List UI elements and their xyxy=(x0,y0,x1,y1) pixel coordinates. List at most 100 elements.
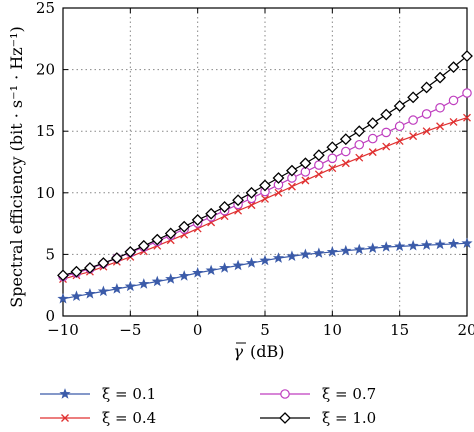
data-point xyxy=(367,133,378,144)
data-point xyxy=(299,157,312,170)
data-point xyxy=(138,278,150,289)
data-point xyxy=(395,137,404,146)
data-point xyxy=(341,159,350,168)
data-point xyxy=(205,207,218,220)
data-point xyxy=(394,240,406,252)
data-point xyxy=(178,270,190,281)
data-point xyxy=(381,127,391,138)
data-point xyxy=(314,170,323,179)
data-point xyxy=(407,91,420,104)
x-tick-label: 10 xyxy=(323,321,342,339)
data-point xyxy=(247,201,256,210)
data-point xyxy=(232,194,244,207)
data-point xyxy=(339,133,352,146)
data-point xyxy=(354,139,365,150)
data-point xyxy=(436,122,445,131)
data-point xyxy=(355,153,364,162)
data-point xyxy=(286,164,298,177)
data-point xyxy=(380,241,392,252)
data-point xyxy=(312,149,325,162)
data-point xyxy=(449,118,458,126)
data-point xyxy=(205,264,217,276)
data-point xyxy=(447,61,460,74)
data-point xyxy=(301,176,310,185)
y-tick-label: 5 xyxy=(45,245,55,263)
data-point xyxy=(421,109,432,119)
data-point xyxy=(97,285,109,297)
data-point xyxy=(124,246,137,258)
y-tick-label: 15 xyxy=(36,122,55,140)
data-point xyxy=(299,248,311,260)
data-point xyxy=(287,182,296,191)
legend-item: ξ = 1.0 xyxy=(260,409,376,427)
data-point xyxy=(272,252,285,263)
data-point xyxy=(394,121,405,132)
data-point xyxy=(70,290,83,302)
data-point xyxy=(151,233,164,246)
x-tick-label: 5 xyxy=(260,321,270,339)
data-point xyxy=(245,257,258,268)
data-point xyxy=(314,160,324,170)
legend-label: ξ = 0.4 xyxy=(102,409,156,427)
data-point xyxy=(286,250,298,261)
axis-labels: Spectral efficiency (bit · s⁻¹ · Hz⁻¹) γ… xyxy=(7,26,284,361)
legend-marker xyxy=(280,389,290,399)
data-point xyxy=(218,201,231,213)
data-point xyxy=(463,113,471,122)
y-axis-label: Spectral efficiency (bit · s⁻¹ · Hz⁻¹) xyxy=(7,26,26,307)
data-point xyxy=(435,102,445,113)
data-point xyxy=(111,283,123,294)
data-point xyxy=(326,246,338,257)
data-point xyxy=(353,243,365,255)
data-point xyxy=(408,115,418,125)
series-4 xyxy=(57,50,473,282)
data-point xyxy=(97,257,110,269)
data-point xyxy=(165,273,177,284)
data-point xyxy=(340,244,352,256)
data-point xyxy=(462,88,472,98)
y-tick-label: 25 xyxy=(36,0,55,17)
data-point xyxy=(422,127,431,136)
data-point xyxy=(461,50,473,62)
x-tick-label: 0 xyxy=(193,321,203,339)
legend-marker xyxy=(61,414,69,422)
data-point xyxy=(434,238,446,250)
x-axis-label-unit: (dB) xyxy=(250,342,284,361)
data-point xyxy=(261,195,269,203)
x-tick-label: −10 xyxy=(47,321,79,339)
series-1 xyxy=(57,237,473,304)
data-point xyxy=(327,153,338,164)
data-point xyxy=(178,220,191,233)
legend-item: ξ = 0.4 xyxy=(40,409,156,427)
data-point xyxy=(448,95,459,106)
y-tick-label: 10 xyxy=(36,184,55,202)
data-point xyxy=(259,254,271,266)
legend-item: ξ = 0.7 xyxy=(260,385,376,403)
data-point xyxy=(259,179,271,192)
legend-label: ξ = 0.1 xyxy=(102,385,156,403)
data-point xyxy=(461,237,473,249)
data-point xyxy=(434,71,446,84)
data-point xyxy=(407,239,419,251)
data-point xyxy=(124,280,136,292)
data-point xyxy=(57,292,69,304)
legend-marker xyxy=(59,388,71,399)
data-point xyxy=(326,141,339,154)
data-point xyxy=(393,100,406,112)
x-tick-label: −5 xyxy=(119,321,141,339)
data-point xyxy=(219,262,231,273)
data-point xyxy=(421,239,433,250)
x-tick-label: 15 xyxy=(390,321,409,339)
data-point xyxy=(420,81,433,94)
data-point xyxy=(313,247,325,258)
data-point xyxy=(57,269,69,282)
data-point xyxy=(70,265,83,278)
legend-label: ξ = 1.0 xyxy=(322,409,376,427)
data-point xyxy=(84,287,96,299)
data-point xyxy=(447,238,460,249)
legend-marker xyxy=(279,412,291,424)
axes: −10 −5 0 5 10 15 20 0 5 10 15 20 25 xyxy=(36,0,474,339)
data-point xyxy=(368,148,377,157)
data-point xyxy=(367,242,379,253)
